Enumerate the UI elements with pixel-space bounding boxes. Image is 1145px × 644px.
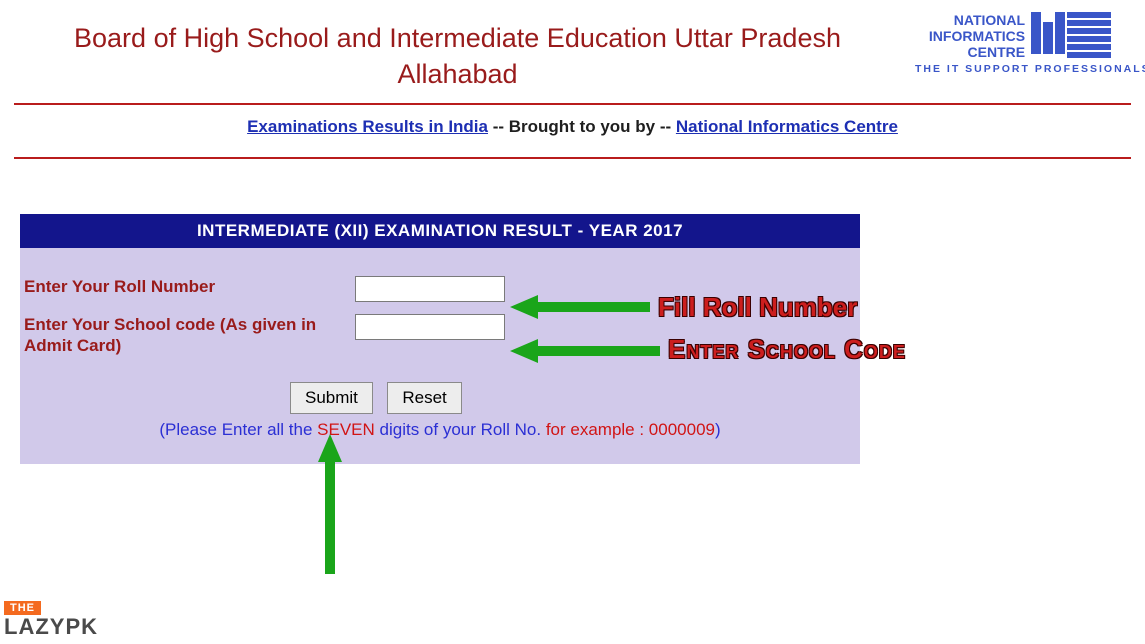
form-heading: INTERMEDIATE (XII) EXAMINATION RESULT - … xyxy=(20,214,860,248)
watermark-top: THE xyxy=(4,601,41,615)
annotation-school: Enter School Code xyxy=(668,334,906,365)
divider-bottom xyxy=(14,157,1131,159)
reset-button[interactable]: Reset xyxy=(387,382,461,414)
label-roll-number: Enter Your Roll Number xyxy=(20,276,355,297)
roll-number-input[interactable] xyxy=(355,276,505,302)
annotation-roll: Fill Roll Number xyxy=(658,292,857,323)
label-school-code: Enter Your School code (As given in Admi… xyxy=(20,314,355,357)
subtitle-mid: -- Brought to you by -- xyxy=(493,117,676,136)
nic-line1: NATIONAL xyxy=(929,12,1025,28)
watermark: THE LAZYPK xyxy=(4,598,98,640)
submit-button[interactable]: Submit xyxy=(290,382,373,414)
helper-text: (Please Enter all the SEVEN digits of yo… xyxy=(20,420,860,440)
subtitle-bar: Examinations Results in India -- Brought… xyxy=(0,105,1145,147)
nic-logo: NATIONAL INFORMATICS CENTRE THE IT SUPPO… xyxy=(915,8,1125,75)
link-exam-results[interactable]: Examinations Results in India xyxy=(247,117,488,136)
nic-glyph-icon xyxy=(1031,12,1111,58)
page-title: Board of High School and Intermediate Ed… xyxy=(20,8,915,93)
nic-tagline: THE IT SUPPORT PROFESSIONALS xyxy=(915,63,1125,75)
watermark-bottom: LAZYPK xyxy=(4,614,98,640)
nic-line2: INFORMATICS xyxy=(929,28,1025,44)
nic-line3: CENTRE xyxy=(929,44,1025,60)
link-nic[interactable]: National Informatics Centre xyxy=(676,117,898,136)
school-code-input[interactable] xyxy=(355,314,505,340)
